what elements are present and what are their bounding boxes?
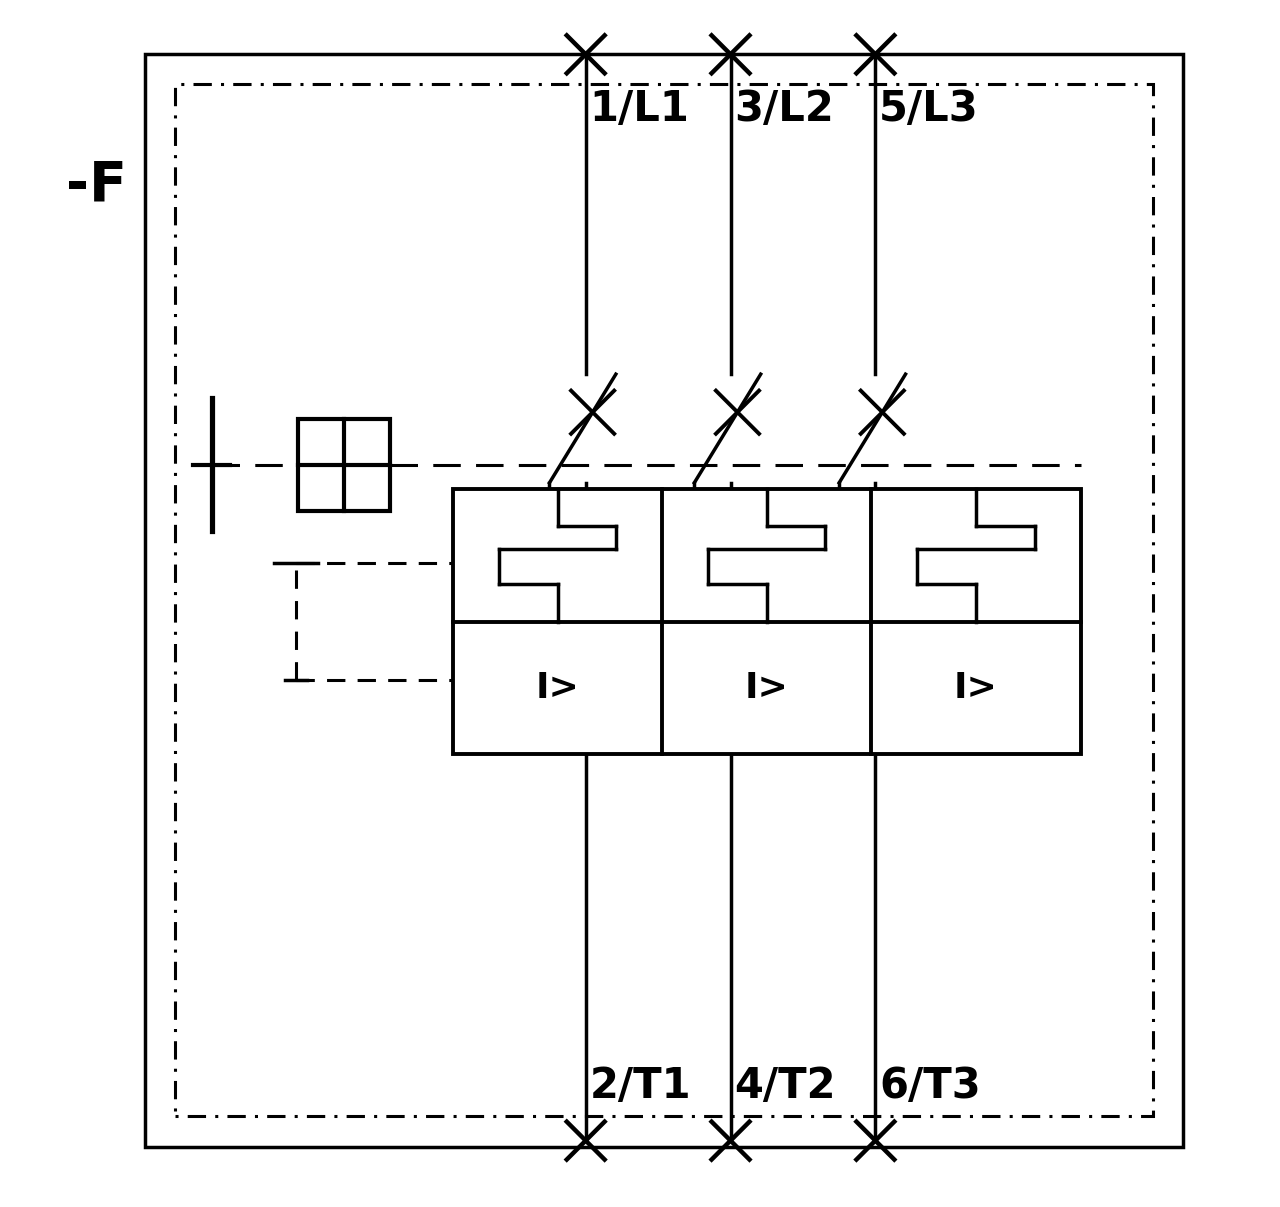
Bar: [298, 419, 390, 511]
Text: 4/T2: 4/T2: [735, 1066, 836, 1107]
Text: 1/L1: 1/L1: [589, 88, 689, 129]
Text: 5/L3: 5/L3: [879, 88, 979, 129]
Text: -F: -F: [67, 158, 127, 212]
Bar: [175, 84, 1153, 1116]
Text: 3/L2: 3/L2: [735, 88, 833, 129]
Text: I>: I>: [745, 671, 788, 705]
Bar: [145, 54, 1183, 1147]
Text: 2/T1: 2/T1: [589, 1066, 691, 1107]
Bar: [453, 489, 1080, 754]
Text: I>: I>: [535, 671, 580, 705]
Text: I>: I>: [954, 671, 998, 705]
Text: 6/T3: 6/T3: [879, 1066, 980, 1107]
